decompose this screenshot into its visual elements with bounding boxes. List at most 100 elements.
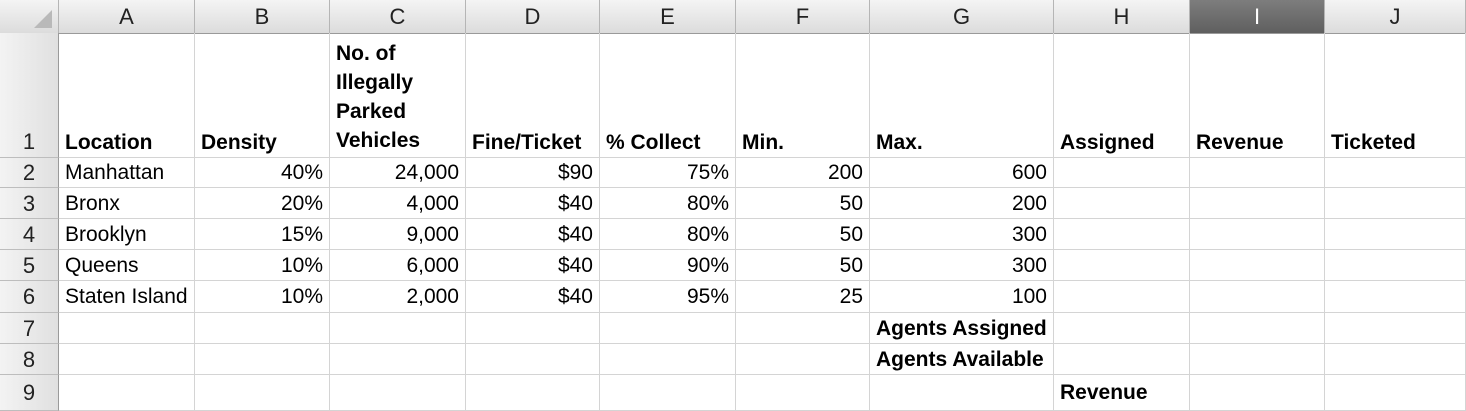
- cell-empty[interactable]: [1190, 344, 1325, 375]
- cell-density[interactable]: 20%: [195, 188, 330, 219]
- column-header-e[interactable]: E: [600, 0, 736, 33]
- cell-collect[interactable]: 80%: [600, 219, 736, 250]
- header-cell-revenue[interactable]: Revenue: [1190, 33, 1325, 158]
- cell-empty[interactable]: [1054, 344, 1190, 375]
- cell-density[interactable]: 40%: [195, 158, 330, 188]
- cell-empty[interactable]: [59, 344, 195, 375]
- cell-max[interactable]: 300: [870, 250, 1054, 281]
- column-header-a[interactable]: A: [59, 0, 195, 33]
- cell-empty[interactable]: [1054, 188, 1190, 219]
- cell-empty[interactable]: [1190, 375, 1325, 411]
- cell-fine[interactable]: $40: [466, 281, 600, 313]
- cell-empty[interactable]: [1325, 344, 1466, 375]
- cell-empty[interactable]: [1190, 188, 1325, 219]
- row-header-1[interactable]: 1: [0, 33, 59, 158]
- header-cell-vehicles[interactable]: No. of Illegally Parked Vehicles: [330, 33, 466, 158]
- cell-empty[interactable]: [195, 344, 330, 375]
- cell-collect[interactable]: 95%: [600, 281, 736, 313]
- select-all-corner[interactable]: [0, 0, 59, 33]
- header-cell-location[interactable]: Location: [59, 33, 195, 158]
- cell-max[interactable]: 300: [870, 219, 1054, 250]
- cell-empty[interactable]: [1054, 281, 1190, 313]
- cell-fine[interactable]: $40: [466, 250, 600, 281]
- cell-empty[interactable]: [59, 375, 195, 411]
- cell-location[interactable]: Staten Island: [59, 281, 195, 313]
- cell-empty[interactable]: [870, 375, 1054, 411]
- cell-location[interactable]: Queens: [59, 250, 195, 281]
- cell-fine[interactable]: $40: [466, 219, 600, 250]
- column-header-c[interactable]: C: [330, 0, 466, 33]
- agents-assigned-label[interactable]: Agents Assigned: [870, 313, 1054, 344]
- cell-min[interactable]: 50: [736, 188, 870, 219]
- cell-density[interactable]: 10%: [195, 250, 330, 281]
- cell-empty[interactable]: [59, 313, 195, 344]
- cell-max[interactable]: 100: [870, 281, 1054, 313]
- header-cell-min[interactable]: Min.: [736, 33, 870, 158]
- header-cell-ticketed[interactable]: Ticketed: [1325, 33, 1466, 158]
- cell-vehicles[interactable]: 9,000: [330, 219, 466, 250]
- cell-empty[interactable]: [1190, 219, 1325, 250]
- cell-fine[interactable]: $40: [466, 188, 600, 219]
- cell-empty[interactable]: [195, 375, 330, 411]
- cell-max[interactable]: 600: [870, 158, 1054, 188]
- column-header-f[interactable]: F: [736, 0, 870, 33]
- cell-empty[interactable]: [1054, 219, 1190, 250]
- cell-max[interactable]: 200: [870, 188, 1054, 219]
- row-header-3[interactable]: 3: [0, 188, 59, 219]
- cell-empty[interactable]: [600, 313, 736, 344]
- cell-empty[interactable]: [330, 375, 466, 411]
- cell-density[interactable]: 10%: [195, 281, 330, 313]
- column-header-i[interactable]: I: [1190, 0, 1325, 33]
- column-header-d[interactable]: D: [466, 0, 600, 33]
- header-cell-assigned[interactable]: Assigned: [1054, 33, 1190, 158]
- cell-empty[interactable]: [1190, 250, 1325, 281]
- header-cell-fine[interactable]: Fine/Ticket: [466, 33, 600, 158]
- cell-empty[interactable]: [1325, 375, 1466, 411]
- row-header-2[interactable]: 2: [0, 158, 59, 188]
- row-header-6[interactable]: 6: [0, 281, 59, 313]
- cell-location[interactable]: Manhattan: [59, 158, 195, 188]
- row-header-4[interactable]: 4: [0, 219, 59, 250]
- cell-fine[interactable]: $90: [466, 158, 600, 188]
- row-header-8[interactable]: 8: [0, 344, 59, 375]
- row-header-9[interactable]: 9: [0, 375, 59, 411]
- column-header-j[interactable]: J: [1325, 0, 1466, 33]
- cell-empty[interactable]: [736, 344, 870, 375]
- cell-vehicles[interactable]: 2,000: [330, 281, 466, 313]
- cell-empty[interactable]: [330, 313, 466, 344]
- row-header-7[interactable]: 7: [0, 313, 59, 344]
- cell-vehicles[interactable]: 4,000: [330, 188, 466, 219]
- cell-empty[interactable]: [466, 313, 600, 344]
- cell-empty[interactable]: [600, 375, 736, 411]
- cell-empty[interactable]: [1190, 281, 1325, 313]
- revenue-label[interactable]: Revenue: [1054, 375, 1190, 411]
- cell-empty[interactable]: [736, 313, 870, 344]
- header-cell-max[interactable]: Max.: [870, 33, 1054, 158]
- cell-empty[interactable]: [1054, 313, 1190, 344]
- agents-available-label[interactable]: Agents Available: [870, 344, 1054, 375]
- cell-location[interactable]: Brooklyn: [59, 219, 195, 250]
- header-cell-collect[interactable]: % Collect: [600, 33, 736, 158]
- cell-collect[interactable]: 75%: [600, 158, 736, 188]
- cell-empty[interactable]: [466, 344, 600, 375]
- cell-vehicles[interactable]: 24,000: [330, 158, 466, 188]
- cell-location[interactable]: Bronx: [59, 188, 195, 219]
- cell-empty[interactable]: [330, 344, 466, 375]
- cell-empty[interactable]: [1325, 313, 1466, 344]
- cell-empty[interactable]: [1054, 250, 1190, 281]
- cell-empty[interactable]: [1325, 188, 1466, 219]
- cell-collect[interactable]: 90%: [600, 250, 736, 281]
- cell-vehicles[interactable]: 6,000: [330, 250, 466, 281]
- cell-empty[interactable]: [195, 313, 330, 344]
- cell-empty[interactable]: [1325, 158, 1466, 188]
- cell-min[interactable]: 50: [736, 250, 870, 281]
- cell-empty[interactable]: [600, 344, 736, 375]
- column-header-h[interactable]: H: [1054, 0, 1190, 33]
- column-header-b[interactable]: B: [195, 0, 330, 33]
- cell-empty[interactable]: [1325, 219, 1466, 250]
- cell-empty[interactable]: [466, 375, 600, 411]
- cell-empty[interactable]: [1325, 281, 1466, 313]
- cell-empty[interactable]: [1190, 313, 1325, 344]
- cell-empty[interactable]: [736, 375, 870, 411]
- cell-density[interactable]: 15%: [195, 219, 330, 250]
